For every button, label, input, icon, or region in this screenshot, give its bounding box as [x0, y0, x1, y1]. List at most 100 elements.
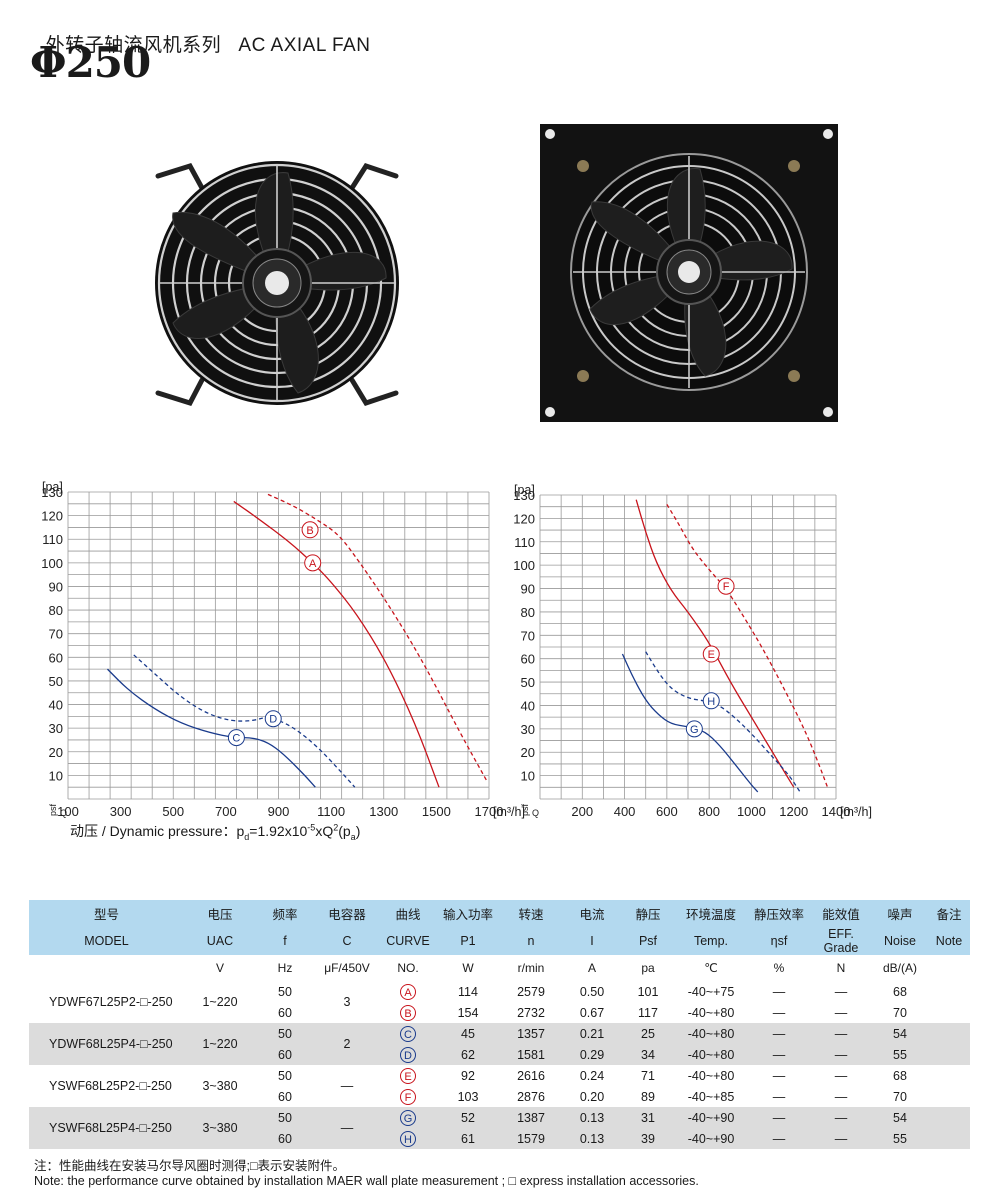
y-tick-label: 20 [49, 745, 63, 760]
noise-cell: 54 [872, 1023, 928, 1044]
temp-cell: -40~+90 [674, 1128, 748, 1149]
curve-e [635, 499, 795, 788]
header-cell-en: Noise [872, 927, 928, 955]
capacitor-cell: — [314, 1107, 380, 1149]
header-cell-en: P1 [436, 927, 500, 955]
header-cell-cn: 噪声 [872, 900, 928, 927]
unit-cell: ℃ [674, 955, 748, 981]
current-cell: 0.24 [562, 1065, 622, 1086]
x-tick-label: 1200 [779, 804, 808, 819]
header-cell-cn: 电压 [184, 900, 256, 927]
curve-label: C [232, 733, 240, 745]
spec-table: 型号 电压 频率 电容器 曲线 输入功率 转速 电流 静压 环境温度 静压效率 能效值 噪声 备注 MODE… [29, 900, 970, 1149]
x-tick-label: 1000 [737, 804, 766, 819]
capacitor-cell: 2 [314, 1023, 380, 1065]
temp-cell: -40~+85 [674, 1086, 748, 1107]
grade-cell: — [810, 981, 872, 1002]
x-tick-label: 1700 [475, 804, 504, 819]
current-cell: 0.20 [562, 1086, 622, 1107]
note-cell [928, 1128, 970, 1149]
curve-b [267, 493, 487, 781]
formula-sub-d: d [244, 831, 250, 842]
header-cell-cn: 备注 [928, 900, 970, 927]
table-row: YSWF68L25P2-□-250 3~380 50— E 92 2616 0.24 71 -4… [29, 1065, 970, 1107]
y-axis-psf-label: psf [48, 803, 58, 816]
note-cn: 注：性能曲线在安装马尔导风圈时测得;□表示安装附件。 [34, 1159, 346, 1173]
chart-grid [67, 491, 490, 800]
power-cell: 61 [436, 1128, 500, 1149]
frequency-cell: 60 [256, 1086, 314, 1107]
model-cell: YDWF68L25P4-□-250 [29, 1023, 184, 1065]
voltage-cell: 3~380 [184, 1107, 256, 1149]
x-tick-label: 1300 [369, 804, 398, 819]
voltage-cell: 3~380 [184, 1065, 256, 1107]
current-cell: 0.21 [562, 1023, 622, 1044]
header-cell-cn: 电容器 [314, 900, 380, 927]
formula-p: p [236, 823, 245, 839]
table-row: 60 H 61 1579 0.13 39 -40~+90— —55 [29, 1128, 970, 1149]
temp-cell: -40~+80 [674, 1002, 748, 1023]
header-cell-en: Temp. [674, 927, 748, 955]
efficiency-cell: — [748, 1044, 810, 1065]
formula-sup2: 2 [333, 822, 339, 833]
noise-cell: 68 [872, 1065, 928, 1086]
header-cell-cn: 输入功率 [436, 900, 500, 927]
table-header-en: MODEL UAC f C CURVE P1 n I Psf Temp. ηsf EFF. Grade… [29, 927, 970, 955]
header-cell-en: f [256, 927, 314, 955]
y-tick-label: 10 [49, 768, 63, 783]
x-tick-label: 500 [162, 804, 184, 819]
x-tick-label: 400 [614, 804, 636, 819]
curve-cell: F [380, 1086, 436, 1107]
curve-label-circle [227, 729, 245, 747]
curve-d [133, 654, 356, 788]
temp-cell: -40~+75 [674, 981, 748, 1002]
grade-cell: — [810, 1065, 872, 1086]
temp-cell: -40~+80 [674, 1044, 748, 1065]
x-tick-label: 1500 [422, 804, 451, 819]
header-cell-cn: 型号 [29, 900, 184, 927]
power-cell: 62 [436, 1044, 500, 1065]
curve-cell: B [380, 1002, 436, 1023]
table-row: YSWF68L25P4-□-250 3~380 50— G 52 1387 0.13 31 -4… [29, 1107, 970, 1149]
formula-eq: =1.92x10 [249, 823, 308, 839]
header-cell-en: Psf [622, 927, 674, 955]
speed-cell: 2876 [500, 1086, 562, 1107]
y-tick-label: 70 [521, 628, 535, 643]
power-cell: 52 [436, 1107, 500, 1128]
unit-cell: V [184, 955, 256, 981]
current-cell: 0.67 [562, 1002, 622, 1023]
formula-sup: -5 [307, 822, 316, 833]
curve-a [233, 500, 440, 788]
curve-h [645, 651, 801, 793]
x-tick-label: 700 [215, 804, 237, 819]
current-cell: 0.13 [562, 1128, 622, 1149]
page-title: 外转子轴流风机系列 AC AXIAL FAN [34, 8, 370, 57]
y-tick-label: 10 [521, 769, 535, 784]
formula-rest: xQ [315, 823, 334, 839]
noise-cell: 55 [872, 1044, 928, 1065]
efficiency-cell: — [748, 1107, 810, 1128]
y-tick-label: 80 [49, 603, 63, 618]
curve-label-circle [301, 521, 319, 539]
header-cell-cn: 环境温度 [674, 900, 748, 927]
table-row: YDWF67L25P2-□-250 1~220 50 3 A 114 2579 0.50 101… [29, 981, 970, 1023]
note-cell [928, 1044, 970, 1065]
x-tick-label: 200 [571, 804, 593, 819]
y-tick-label: 60 [521, 652, 535, 667]
note-en: Note: the performance curve obtained by … [34, 1174, 699, 1188]
chart-grid [539, 494, 837, 800]
curve-label: F [723, 581, 730, 593]
y-tick-label: 110 [42, 532, 63, 547]
note-cell [928, 981, 970, 1002]
power-cell: 92 [436, 1065, 500, 1086]
y-tick-label: 20 [521, 745, 535, 760]
curve-cell: G [380, 1107, 436, 1128]
power-cell: 45 [436, 1023, 500, 1044]
temp-cell: -40~+90 [674, 1107, 748, 1128]
x-tick-label: 300 [110, 804, 132, 819]
temp-cell: -40~+80 [674, 1023, 748, 1044]
speed-cell: 2616 [500, 1065, 562, 1086]
curve-label-circle [702, 645, 720, 663]
header-cell-cn: 曲线 [380, 900, 436, 927]
